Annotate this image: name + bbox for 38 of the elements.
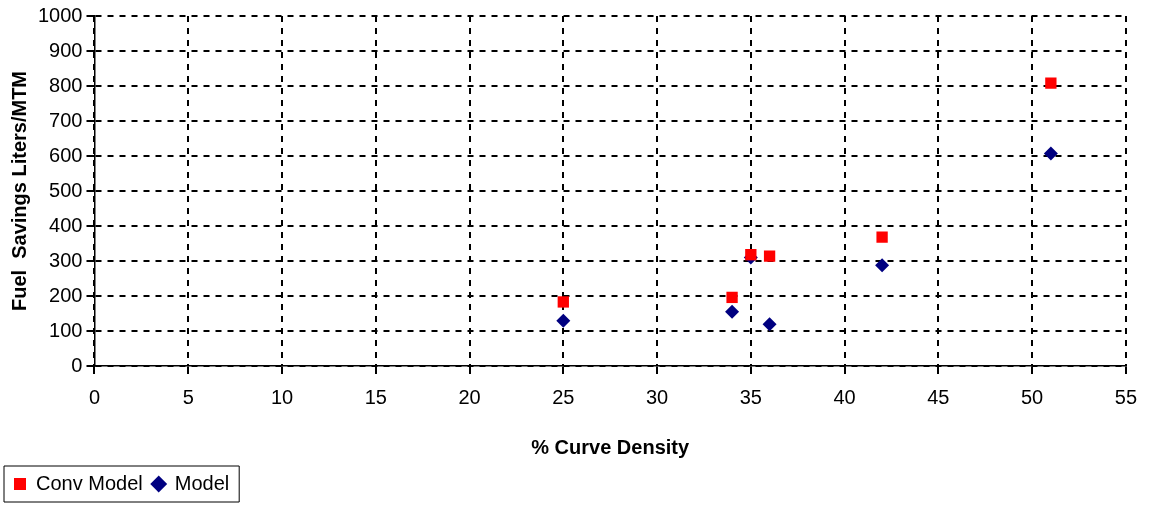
point — [725, 304, 740, 319]
y-tick-label: 0 — [71, 353, 83, 376]
y-tick-label: 300 — [49, 248, 83, 271]
point — [876, 231, 888, 243]
point — [556, 313, 571, 328]
y-tick-label: 200 — [49, 283, 83, 306]
point — [762, 317, 777, 332]
point — [1043, 146, 1058, 161]
y-axis-title: Fuel Savings Liters/MTM — [7, 70, 30, 312]
x-tick-label: 15 — [364, 385, 387, 408]
x-tick-label: 25 — [552, 385, 575, 408]
y-tick-label: 400 — [49, 213, 83, 236]
point — [875, 258, 890, 273]
x-tick-label: 35 — [739, 385, 762, 408]
point — [745, 249, 757, 261]
x-tick-label: 30 — [645, 385, 669, 408]
point — [726, 291, 738, 304]
y-tick-label: 100 — [49, 318, 83, 341]
x-axis-title: % Curve Density — [531, 435, 690, 458]
x-tick-label: 50 — [1020, 385, 1044, 408]
y-tick-label: 700 — [49, 108, 83, 131]
x-tick-label: 5 — [182, 385, 194, 408]
x-tick-label: 10 — [270, 385, 294, 408]
x-tick-label: 45 — [927, 385, 950, 408]
point — [1045, 77, 1057, 89]
point — [763, 250, 776, 262]
legend-label: Conv Model — [36, 471, 143, 494]
x-tick-label: 40 — [833, 385, 856, 408]
x-tick-label: 20 — [458, 385, 481, 408]
x-tick-label: 0 — [88, 385, 101, 408]
y-tick-label: 800 — [49, 73, 83, 96]
y-tick-label: 600 — [49, 143, 83, 166]
x-tick-label: 55 — [1114, 385, 1137, 408]
y-tick-label: 1000 — [37, 3, 83, 26]
y-tick-label: 900 — [49, 38, 83, 61]
y-tick-label: 500 — [49, 178, 83, 201]
point — [557, 296, 569, 308]
legend-label: Model — [174, 471, 230, 494]
